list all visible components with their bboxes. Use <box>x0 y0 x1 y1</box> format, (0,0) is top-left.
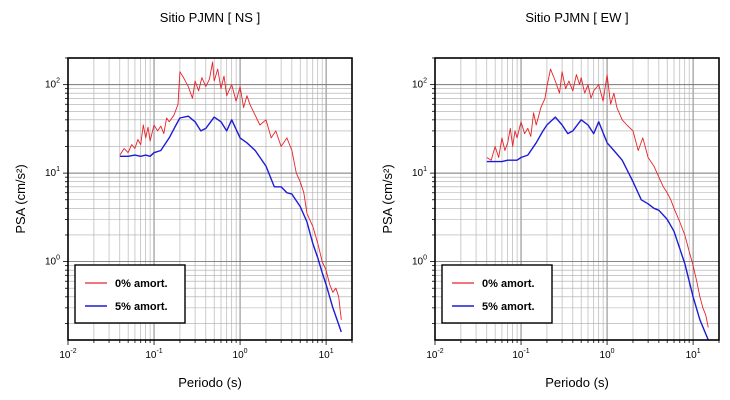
series-line-five-percent-damping <box>486 116 709 340</box>
x-tick-label: 101 <box>319 348 334 361</box>
series-line-zero-damping <box>119 61 342 320</box>
y-axis-label: PSA (cm/s²) <box>380 164 395 233</box>
y-tick-label: 101 <box>45 166 60 179</box>
x-tick-label: 10-2 <box>426 348 443 361</box>
legend: 0% amort. 5% amort. <box>441 264 553 324</box>
legend-entry-label: 5% amort. <box>482 301 535 313</box>
legend-entry-label: 0% amort. <box>482 278 535 290</box>
x-tick-label: 10-1 <box>145 348 162 361</box>
x-tick-label: 100 <box>233 348 248 361</box>
chart-title: Sitio PJMN [ NS ] <box>160 10 260 25</box>
x-tick-label: 10-2 <box>59 348 76 361</box>
y-tick-label: 101 <box>412 166 427 179</box>
y-tick-label: 100 <box>45 255 60 268</box>
legend-entry-label: 5% amort. <box>115 301 168 313</box>
legend-box <box>441 264 553 324</box>
legend: 0% amort. 5% amort. <box>74 264 186 324</box>
grid <box>68 58 352 340</box>
series-line-five-percent-damping <box>119 115 342 333</box>
chart-panel-2: 10-2 10-1 100 101 100 101 102 Sitio PJMN [ EW ]… <box>380 10 720 390</box>
chart-title: Sitio PJMN [ EW ] <box>525 10 628 25</box>
y-axis-label: PSA (cm/s²) <box>13 164 28 233</box>
x-axis-label: Periodo (s) <box>178 375 242 390</box>
series-line-zero-damping <box>486 68 709 328</box>
x-axis-label: Periodo (s) <box>545 375 609 390</box>
y-tick-label: 100 <box>412 255 427 268</box>
chart-panel-1: 10-2 10-1 100 101 100 101 102 Sitio PJMN [ NS ]… <box>13 10 353 390</box>
plot-frame <box>67 57 353 341</box>
y-tick-label: 102 <box>45 78 60 91</box>
legend-entry-label: 0% amort. <box>115 278 168 290</box>
plot-frame <box>434 57 720 341</box>
x-tick-label: 101 <box>686 348 701 361</box>
y-tick-label: 102 <box>412 78 427 91</box>
x-tick-label: 100 <box>600 348 615 361</box>
legend-box <box>74 264 186 324</box>
x-tick-label: 10-1 <box>512 348 529 361</box>
